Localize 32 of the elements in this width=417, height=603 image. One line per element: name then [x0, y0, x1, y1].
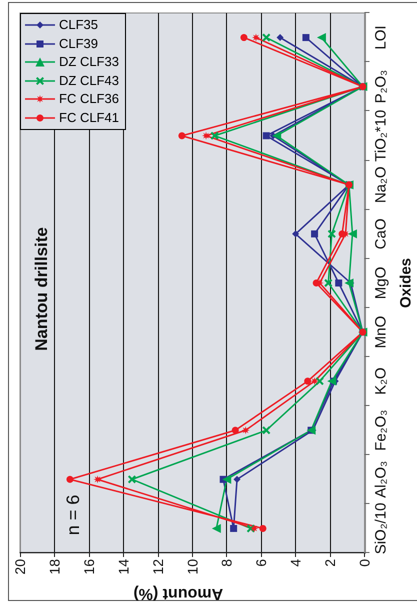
x-axis-title: Amount (%): [133, 584, 224, 602]
y-tick-label: LOI: [372, 25, 390, 50]
y-tick-label: SiO₂/10: [372, 502, 390, 554]
legend-label: FC CLF41: [59, 108, 119, 126]
annotation: n = 6: [63, 494, 83, 536]
x-tick-label: 2: [322, 558, 338, 567]
y-tick-label: K₂O: [372, 367, 390, 395]
y-tick-label: Al₂O₃: [372, 460, 390, 498]
x-tick-label: 12: [150, 558, 166, 575]
legend-label: CLF35: [59, 16, 98, 34]
x-tick-label: 16: [80, 558, 97, 575]
y-tick-label: MgO: [372, 266, 390, 300]
legend-label: DZ CLF33: [59, 53, 119, 71]
y-tick-label: Fe₂O₃: [372, 410, 390, 451]
y-tick-label: CaO: [372, 218, 390, 250]
y-tick-label: TiO₂*10: [372, 110, 390, 162]
x-tick-label: 14: [115, 558, 132, 575]
y-tick-label: P₂O₃: [372, 70, 390, 104]
y-tick-label: Na₂O: [372, 166, 390, 204]
legend-label: FC CLF36: [59, 90, 119, 108]
x-tick-label: 10: [184, 558, 200, 575]
legend-label: CLF39: [59, 34, 98, 52]
x-tick-label: 6: [253, 558, 270, 567]
y-axis-title: Oxides: [398, 258, 414, 308]
x-tick-label: 20: [12, 558, 28, 575]
x-tick-label: 8: [218, 558, 235, 567]
y-tick-label: MnO: [372, 316, 390, 348]
text: Nantou drillsite: [32, 227, 51, 351]
x-tick-label: 4: [288, 558, 304, 567]
x-tick-label: 0: [356, 558, 372, 567]
x-tick-label: 18: [46, 558, 62, 575]
legend-label: DZ CLF43: [59, 72, 119, 90]
